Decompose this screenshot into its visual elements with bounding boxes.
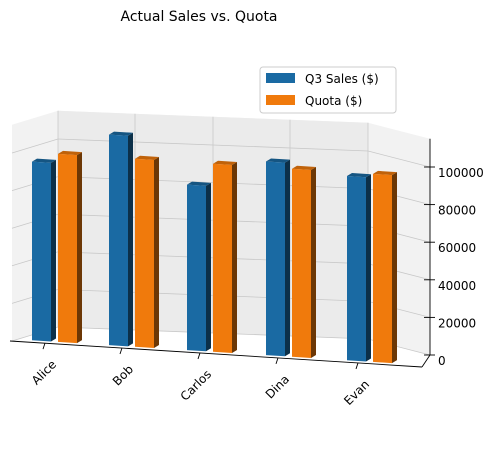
legend: Q3 Sales ($) Quota ($) [259,66,397,114]
x-tick-label-4: Evan [341,377,372,408]
x-tick-mark-2 [197,352,201,360]
bar-top-face [58,150,82,156]
bar-side-face [51,159,56,342]
bar-side-face [206,182,211,352]
bar-top-face [266,158,290,163]
bar-front-face [373,173,392,364]
y-axis: 0 20000 40000 60000 80000 100000 [421,138,484,368]
bar-front-face [266,161,285,357]
bar-top-face [347,173,371,178]
bar-side-face [128,132,133,347]
bar-front-face [347,176,366,362]
y-tick-label-0: 0 [438,354,446,368]
bar-front-face [213,163,232,353]
x-tick-label-3: Dina [263,372,292,401]
bar-front-face [135,158,154,349]
bar-side-face [285,159,290,357]
bar-side-face [392,172,397,364]
bar-side-face [366,174,371,362]
bar-front-face [187,184,206,352]
y-tick-label-4: 80000 [438,204,476,218]
x-tick-mark-0 [42,342,46,350]
x-axis-line [9,340,423,368]
bar-front-face [292,168,311,358]
bars [32,131,397,364]
bar-top-face [187,181,211,186]
y-tick-label-5: 100000 [438,166,484,180]
y-tick-label-3: 60000 [438,241,476,255]
chart-title: Actual Sales vs. Quota [120,9,277,25]
x-tick-label-1: Bob [110,362,136,388]
x-tick-mark-3 [275,357,279,365]
x-tick-label-2: Carlos [178,367,214,403]
bar-dina-quota [292,165,316,358]
bar-bob-quota [135,155,159,349]
bar-top-face [32,158,56,163]
bar-front-face [58,153,77,344]
bar-top-face [109,131,133,136]
x-tick-label-0: Alice [29,357,59,387]
bar-carlos-sales [187,181,211,352]
bar-front-face [109,134,128,347]
bar-top-face [213,160,237,165]
grid-line-right-5 [367,150,431,168]
x-tick-mark-4 [355,362,359,370]
legend-label-sales: Q3 Sales ($) [305,72,379,86]
bar-side-face [311,166,316,358]
grid-line-left-5 [11,138,59,154]
legend-label-quota: Quota ($) [305,94,362,108]
bar-front-face [32,161,51,342]
y-tick-label-2: 40000 [438,279,476,293]
bar-carlos-quota [213,160,237,353]
bar-dina-sales [266,158,290,357]
legend-swatch-quota [266,95,295,105]
bar-top-face [373,170,397,176]
bar-alice-sales [32,158,56,342]
axis-corner-line [421,354,431,368]
bar-bob-sales [109,131,133,347]
bar-alice-quota [58,150,82,344]
bar-side-face [77,152,82,344]
bar-evan-quota [373,170,397,364]
bar-evan-sales [347,173,371,362]
bar-side-face [154,157,159,349]
x-tick-mark-1 [119,347,123,355]
bar-top-face [135,155,159,161]
bar-side-face [232,161,237,353]
legend-swatch-sales [266,73,295,83]
y-tick-label-1: 20000 [438,316,476,330]
bar-top-face [292,165,316,170]
